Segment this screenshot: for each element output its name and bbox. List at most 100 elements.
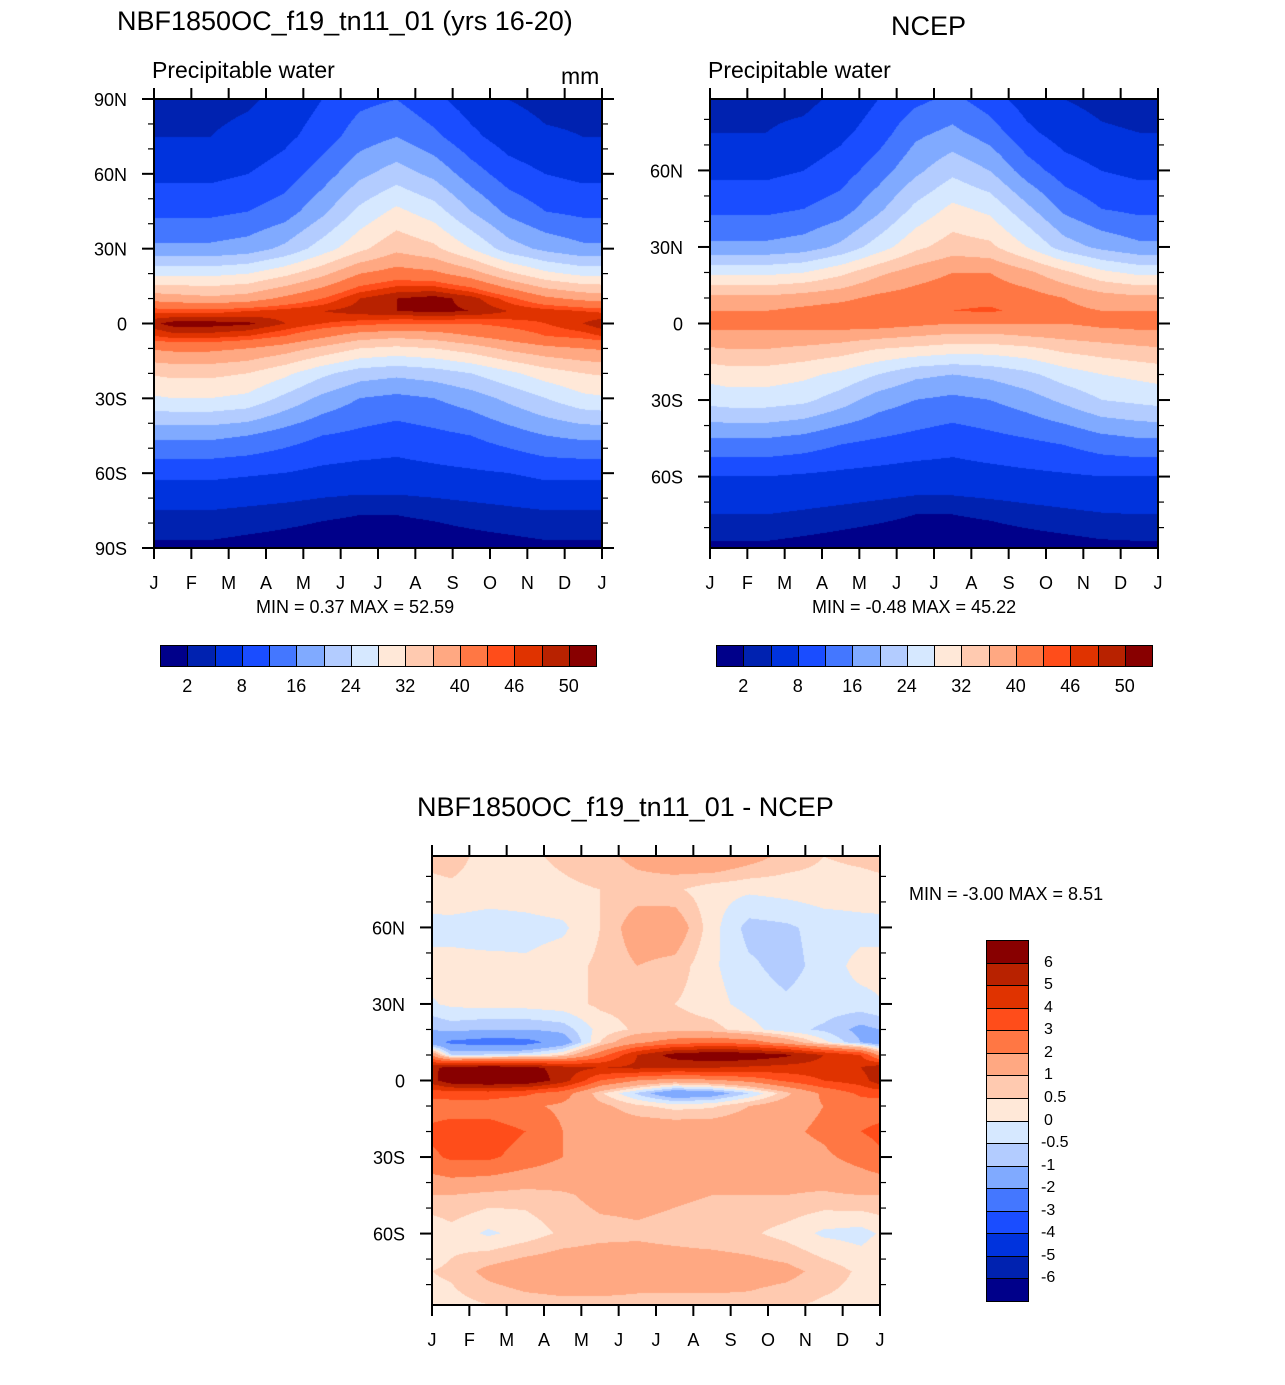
x-tick-label: A: [260, 573, 272, 593]
colorbar-swatch: [378, 645, 407, 667]
colorbar-swatch: [986, 1188, 1029, 1212]
colorbar-label: -3: [1041, 1201, 1056, 1219]
panel-model-title: NBF1850OC_f19_tn11_01 (yrs 16-20): [117, 6, 573, 36]
colorbar-swatch: [986, 1052, 1029, 1077]
colorbar-label: 6: [1044, 953, 1053, 971]
colorbar-label: -4: [1041, 1224, 1056, 1242]
colorbar-swatch: [986, 1143, 1029, 1167]
y-tick-label: 60S: [373, 1225, 405, 1245]
x-tick-label: D: [1114, 573, 1127, 593]
x-tick-label: D: [558, 573, 571, 593]
panel-ncep-left-string: Precipitable water: [708, 57, 891, 83]
x-tick-label: J: [598, 573, 607, 593]
colorbar-swatch: [770, 645, 799, 667]
colorbar-swatch: [825, 645, 854, 667]
colorbar-label: 50: [558, 676, 579, 696]
x-tick-label: M: [574, 1330, 589, 1350]
colorbar-label: 24: [896, 676, 917, 696]
colorbar-swatch: [541, 645, 570, 667]
x-tick-label: A: [687, 1330, 699, 1350]
colorbar-swatch: [986, 1075, 1029, 1099]
x-tick-label: N: [1077, 573, 1090, 593]
colorbar-swatch: [487, 645, 516, 667]
colorbar-label: -6: [1041, 1269, 1056, 1287]
x-tick-label: S: [447, 573, 459, 593]
x-tick-label: D: [836, 1330, 849, 1350]
x-tick-label: M: [852, 573, 867, 593]
x-tick-label: N: [521, 573, 534, 593]
colorbar-label: 2: [738, 676, 749, 696]
colorbar-label: -5: [1041, 1246, 1056, 1264]
colorbar-swatch: [296, 645, 325, 667]
y-tick-label: 60N: [372, 918, 405, 938]
axes-ncep: J F M A M J J A S O N D J 60N 30N 0 30S 60S: [650, 88, 1170, 593]
colorbar-label: 32: [395, 676, 416, 696]
x-tick-label: M: [221, 573, 236, 593]
x-tick-label: N: [799, 1330, 812, 1350]
x-tick-label: F: [186, 573, 197, 593]
colorbar-swatch: [797, 645, 826, 667]
colorbar-label: 46: [1060, 676, 1081, 696]
colorbar-label: 4: [1044, 998, 1053, 1016]
colorbar-swatch: [986, 940, 1029, 964]
colorbar-swatch: [986, 1030, 1029, 1054]
colorbar-label: 0: [1044, 1111, 1053, 1129]
y-tick-label: 60S: [651, 468, 683, 488]
colorbar-swatch: [986, 962, 1029, 987]
colorbar-label: 40: [449, 676, 470, 696]
colorbar-swatch: [986, 985, 1029, 1009]
y-tick-label: 30N: [372, 995, 405, 1015]
panel-ncep-title: NCEP: [891, 11, 967, 41]
colorbar-swatch: [986, 1007, 1029, 1032]
colorbar-swatch: [568, 645, 597, 667]
x-tick-label: A: [538, 1330, 550, 1350]
colorbar-swatch: [934, 645, 963, 667]
colorbar-label: -2: [1041, 1179, 1056, 1197]
x-tick-label: F: [742, 573, 753, 593]
colorbar-swatch: [1043, 645, 1072, 667]
colorbar-swatch: [323, 645, 352, 667]
y-tick-label: 60N: [94, 165, 127, 185]
colorbar-swatch: [906, 645, 935, 667]
colorbar-label: 24: [340, 676, 361, 696]
x-tick-label: A: [816, 573, 828, 593]
colorbar-swatch: [986, 1165, 1029, 1190]
y-tick-label: 0: [673, 315, 683, 335]
colorbar-swatch: [986, 1120, 1029, 1145]
colorbar-swatch: [514, 645, 543, 667]
axes-model: J F M A M J J A S O N D J 90N 60N 30N 0 30S 60S 90S: [94, 88, 614, 593]
x-tick-label: J: [930, 573, 939, 593]
colorbar-label: 32: [951, 676, 972, 696]
y-tick-label: 90S: [95, 539, 127, 559]
x-tick-label: J: [652, 1330, 661, 1350]
colorbar-swatch: [1015, 645, 1044, 667]
plot-frame: [709, 98, 1159, 549]
x-tick-label: J: [336, 573, 345, 593]
colorbar-swatch: [986, 1097, 1029, 1122]
panel-diff-title: NBF1850OC_f19_tn11_01 - NCEP: [417, 792, 834, 822]
colorbar-swatch: [160, 645, 189, 667]
axes-diff: J F M A M J J A S O N D J 60N 30N 0 30S 60S: [372, 845, 892, 1350]
colorbar-label: 16: [842, 676, 863, 696]
x-tick-label: A: [965, 573, 977, 593]
x-tick-label: J: [892, 573, 901, 593]
y-tick-label: 30N: [650, 238, 683, 258]
colorbar-label: 3: [1044, 1021, 1053, 1039]
x-tick-label: O: [1039, 573, 1053, 593]
contour-field-model: [154, 99, 602, 548]
colorbar-swatch: [1124, 645, 1153, 667]
y-tick-label: 30S: [95, 389, 127, 409]
colorbar-swatch: [986, 1210, 1029, 1235]
x-tick-label: J: [374, 573, 383, 593]
x-tick-label: J: [150, 573, 159, 593]
y-tick-label: 30S: [651, 391, 683, 411]
y-tick-label: 0: [395, 1072, 405, 1092]
colorbar-swatch: [269, 645, 298, 667]
colorbar-swatch: [214, 645, 243, 667]
panel-model-minmax: MIN = 0.37 MAX = 52.59: [256, 597, 455, 617]
y-tick-label: 30N: [94, 240, 127, 260]
x-tick-label: M: [777, 573, 792, 593]
colorbar-label: 40: [1005, 676, 1026, 696]
colorbar-swatch: [852, 645, 881, 667]
plot-frame: [431, 855, 881, 1306]
